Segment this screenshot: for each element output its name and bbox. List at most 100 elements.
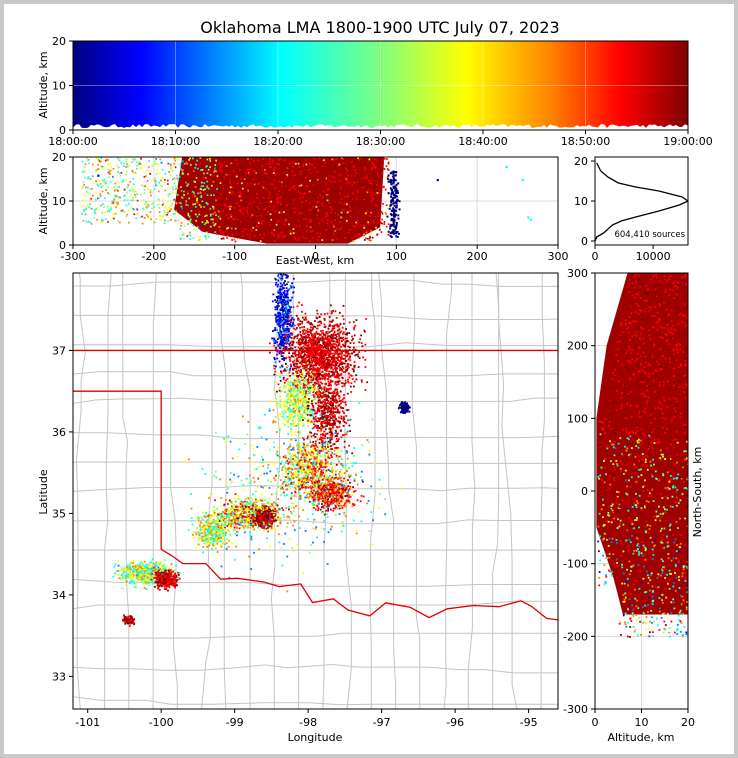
ew-source-point <box>366 203 369 206</box>
ew-source-point <box>276 200 278 203</box>
plan-source-point <box>323 446 326 449</box>
plan-source-point <box>322 342 325 344</box>
plan-source-point <box>320 412 323 415</box>
ew-source-point <box>390 199 393 202</box>
plan-source-point <box>305 479 308 482</box>
ew-source-point <box>145 214 148 216</box>
ew-source-point <box>260 228 263 231</box>
ew-source-point <box>306 168 309 170</box>
ew-source-point <box>334 219 336 222</box>
plan-source-point <box>322 409 325 412</box>
ew-source-point <box>190 164 192 166</box>
plan-source-point <box>333 420 335 423</box>
plan-source-point <box>321 335 324 338</box>
ew-source-point <box>298 166 301 168</box>
plan-source-point <box>292 355 295 358</box>
ew-source-point <box>189 238 192 240</box>
plan-source-point <box>297 397 300 399</box>
ew-source-point <box>198 237 201 240</box>
ew-source-point <box>362 197 365 199</box>
plan-source-point <box>343 421 346 423</box>
plan-source-point <box>321 375 324 377</box>
ew-source-point <box>125 166 127 168</box>
plan-source-point <box>303 350 306 353</box>
plan-source-point <box>281 351 283 354</box>
ew-source-point <box>265 163 268 165</box>
plan-source-point <box>340 340 343 343</box>
ew-source-point <box>162 198 164 201</box>
plan-source-point <box>349 364 352 366</box>
ew-source-point <box>112 202 115 205</box>
ew-source-point <box>175 210 178 212</box>
ew-source-point <box>231 158 234 161</box>
plan-source-point <box>316 373 319 375</box>
ew-source-point <box>229 181 231 184</box>
plan-source-point <box>290 311 292 313</box>
ew-source-point <box>291 173 294 176</box>
plan-source-point <box>315 359 317 362</box>
plan-source-point <box>324 435 327 437</box>
plan-source-point <box>363 329 366 332</box>
plan-source-point <box>331 374 333 377</box>
plan-source-point <box>328 382 330 384</box>
plan-source-point <box>326 437 329 440</box>
plan-source-point <box>302 355 305 358</box>
ew-source-point <box>285 207 288 209</box>
ew-source-point <box>322 217 325 220</box>
plan-source-point <box>323 356 325 359</box>
ew-source-point <box>378 174 381 176</box>
plan-source-point <box>287 275 289 278</box>
plan-source-point <box>339 469 342 471</box>
ew-source-point <box>214 164 217 166</box>
ew-source-point <box>125 204 128 207</box>
ew-source-point <box>140 157 142 160</box>
plan-source-point <box>329 416 332 418</box>
plan-source-point <box>352 342 355 345</box>
plan-source-point <box>319 401 322 403</box>
plan-source-point <box>338 380 341 383</box>
plan-source-point <box>283 418 286 420</box>
plan-source-point <box>288 390 291 393</box>
plan-source-point <box>280 319 283 322</box>
plan-source-point <box>309 332 312 335</box>
plan-source-point <box>332 337 334 340</box>
plan-source-point <box>308 355 311 357</box>
ew-source-point <box>381 212 384 215</box>
ew-source-point <box>169 174 172 177</box>
plan-source-point <box>310 414 313 417</box>
plan-source-point <box>290 428 292 430</box>
plan-source-point <box>333 327 336 330</box>
plan-source-point <box>337 460 340 463</box>
plan-source-point <box>336 324 338 327</box>
plan-source-point <box>322 366 325 369</box>
ew-source-point <box>285 231 288 234</box>
ew-source-point <box>273 229 276 231</box>
ew-source-point <box>368 182 371 185</box>
plan-source-point <box>326 390 329 393</box>
plan-source-point <box>313 341 315 344</box>
plan-source-point <box>340 336 342 339</box>
ew-source-point <box>96 182 98 184</box>
plan-source-point <box>352 368 355 371</box>
plan-source-point <box>288 352 290 354</box>
ew-source-point <box>207 221 209 224</box>
plan-source-point <box>285 316 287 318</box>
plan-source-point <box>282 306 284 308</box>
ew-source-point <box>393 171 396 174</box>
plan-source-point <box>298 422 300 425</box>
ew-source-point <box>170 166 172 169</box>
plan-source-point <box>291 296 294 299</box>
ew-source-point <box>161 185 164 188</box>
plan-source-point <box>281 344 283 347</box>
ew-source-point <box>209 166 211 168</box>
ew-source-point <box>390 183 393 186</box>
plan-source-point <box>327 446 329 448</box>
ew-source-point <box>392 175 395 178</box>
ew-source-point <box>262 198 264 200</box>
plan-source-point <box>288 396 291 399</box>
ew-source-point <box>131 189 133 192</box>
ew-source-point <box>310 230 312 233</box>
plan-source-point <box>282 378 285 381</box>
plan-source-point <box>331 346 334 349</box>
plan-source-point <box>279 293 282 296</box>
